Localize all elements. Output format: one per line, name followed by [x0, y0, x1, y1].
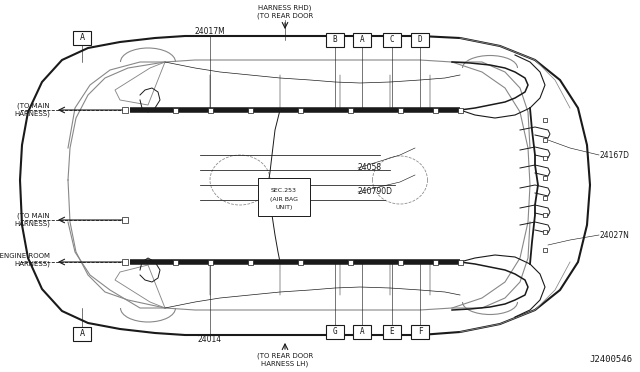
Text: (TO MAIN: (TO MAIN — [17, 213, 50, 219]
Bar — [383, 325, 401, 339]
Text: 24014: 24014 — [198, 336, 222, 344]
Bar — [397, 108, 403, 112]
Text: A: A — [360, 327, 364, 337]
Bar — [248, 260, 253, 264]
Bar — [411, 33, 429, 47]
Text: (TO MAIN: (TO MAIN — [17, 103, 50, 109]
Bar — [298, 108, 303, 112]
Bar — [248, 108, 253, 112]
Text: (TO ENGINE ROOM: (TO ENGINE ROOM — [0, 253, 50, 259]
Text: 24058: 24058 — [358, 164, 382, 173]
Bar — [353, 325, 371, 339]
Text: HARNESS): HARNESS) — [14, 261, 50, 267]
Text: C: C — [390, 35, 394, 45]
Bar — [173, 260, 177, 264]
Text: 24017M: 24017M — [195, 28, 225, 36]
Bar — [258, 178, 310, 216]
Bar — [383, 33, 401, 47]
Bar — [122, 107, 128, 113]
Bar — [73, 327, 91, 341]
Text: (TO REAR DOOR: (TO REAR DOOR — [257, 13, 313, 19]
Bar — [173, 108, 177, 112]
Bar — [122, 217, 128, 223]
Bar — [298, 260, 303, 264]
Bar — [543, 248, 547, 252]
Text: 240790D: 240790D — [358, 187, 393, 196]
Text: SEC.253: SEC.253 — [271, 189, 297, 193]
Text: HARNESS): HARNESS) — [14, 111, 50, 117]
Text: A: A — [79, 330, 84, 339]
Text: G: G — [333, 327, 337, 337]
Bar — [543, 138, 547, 142]
Bar — [458, 260, 463, 264]
Text: E: E — [390, 327, 394, 337]
Bar — [433, 108, 438, 112]
Bar — [207, 260, 212, 264]
Text: HARNESS LH): HARNESS LH) — [261, 361, 308, 367]
Bar — [207, 108, 212, 112]
Text: A: A — [360, 35, 364, 45]
Bar — [543, 156, 547, 160]
Bar — [543, 118, 547, 122]
Bar — [353, 33, 371, 47]
Bar — [73, 31, 91, 45]
Bar — [458, 108, 463, 112]
Bar — [326, 325, 344, 339]
Bar — [543, 213, 547, 217]
Bar — [348, 108, 353, 112]
Text: D: D — [418, 35, 422, 45]
Text: (TO REAR DOOR: (TO REAR DOOR — [257, 353, 313, 359]
Bar — [543, 230, 547, 234]
Bar — [326, 33, 344, 47]
Text: F: F — [418, 327, 422, 337]
Text: J2400546: J2400546 — [589, 355, 632, 364]
Text: B: B — [333, 35, 337, 45]
Text: HARNESS RHD): HARNESS RHD) — [259, 5, 312, 11]
Text: 24167D: 24167D — [600, 151, 630, 160]
Text: A: A — [79, 33, 84, 42]
Bar — [397, 260, 403, 264]
Bar — [543, 176, 547, 180]
Text: 24027N: 24027N — [600, 231, 630, 240]
Bar — [122, 259, 128, 265]
Bar — [348, 260, 353, 264]
Bar — [433, 260, 438, 264]
Text: HARNESS): HARNESS) — [14, 221, 50, 227]
Bar — [411, 325, 429, 339]
Text: (AIR BAG: (AIR BAG — [270, 196, 298, 202]
Text: UNIT): UNIT) — [275, 205, 292, 209]
Bar — [543, 196, 547, 200]
